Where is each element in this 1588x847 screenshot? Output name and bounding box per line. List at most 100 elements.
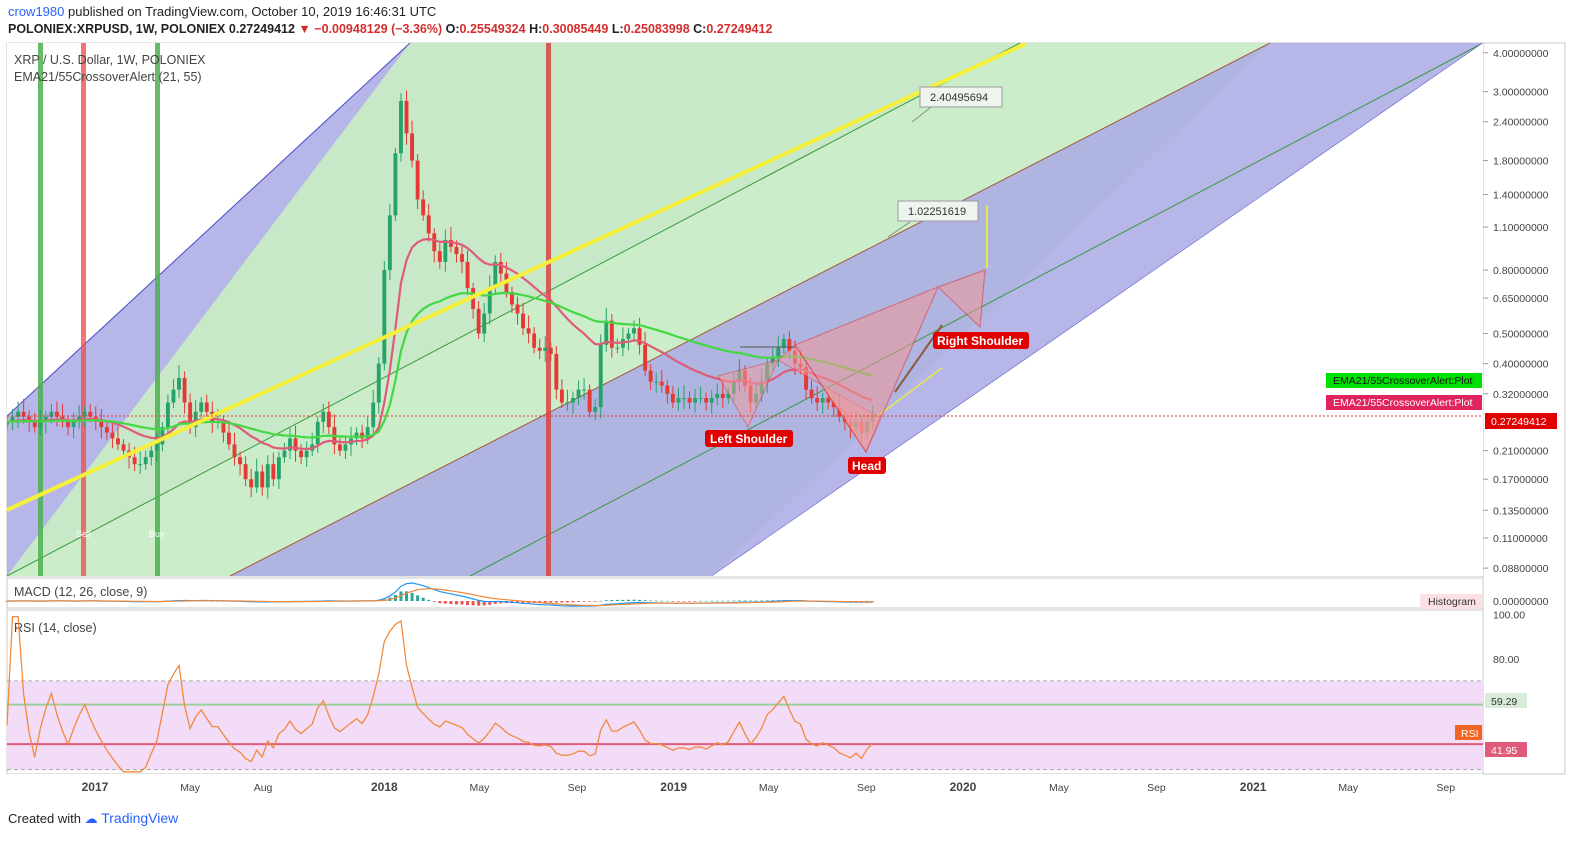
ema55-line <box>7 291 873 439</box>
candle-body <box>526 328 531 334</box>
macd-histogram-bar <box>699 600 703 602</box>
alert-bar-red-2 <box>546 43 551 576</box>
candle-body <box>82 411 87 417</box>
macd-histogram-bar <box>715 600 719 602</box>
macd-histogram-bar <box>432 601 436 602</box>
price-tick: 0.13500000 <box>1493 505 1549 517</box>
candle-body <box>177 377 181 390</box>
footer-created: Created with <box>8 811 81 826</box>
macd-histogram-bar <box>604 600 608 601</box>
price-tick: 0.11000000 <box>1493 533 1548 545</box>
yellow-projection-line <box>874 367 943 419</box>
ema-green-badge <box>1326 373 1482 388</box>
target-callout-2[interactable]: 1.02251619 <box>887 200 979 238</box>
price-tick: 0.17000000 <box>1493 474 1549 486</box>
macd-histogram-bar <box>682 601 686 602</box>
candle-body <box>726 393 731 399</box>
candle-body <box>559 389 564 403</box>
footer-brand[interactable]: TradingView <box>101 810 179 826</box>
channel-median-line <box>229 43 1271 576</box>
candle-body <box>410 133 415 161</box>
macd-series <box>5 582 875 607</box>
candle-body <box>304 450 309 458</box>
candle-body <box>831 402 836 408</box>
candle-body <box>498 261 503 274</box>
candle-body <box>415 160 420 200</box>
candle-body <box>288 438 292 451</box>
macd-histogram-bar <box>765 600 769 602</box>
macd-histogram-bar <box>449 601 453 605</box>
price-tick: 0.80000000 <box>1493 265 1549 277</box>
macd-histogram-bar <box>482 601 486 606</box>
candle-body <box>293 438 298 451</box>
candle-body <box>7 421 9 425</box>
candle-body <box>399 100 403 154</box>
macd-legend[interactable]: MACD (12, 26, close, 9) <box>14 585 147 599</box>
head-text: Head <box>852 459 881 473</box>
symbol-name[interactable]: POLONIEX:XRPUSD, 1W, POLONIEX <box>8 22 226 36</box>
indicator-legend[interactable]: EMA21/55CrossoverAlert (21, 55) <box>14 70 202 84</box>
macd-zero-tick: 0.00000000 <box>1493 596 1549 608</box>
candle-body <box>99 421 104 428</box>
alert-bars: Sell Buy <box>38 43 551 576</box>
current-price: 0.27249412 <box>228 22 295 36</box>
candle-body <box>809 389 814 399</box>
left-shoulder-label[interactable]: Left Shoulder <box>705 430 793 447</box>
chart-title[interactable]: XRP / U.S. Dollar, 1W, POLONIEX <box>14 53 206 67</box>
price-tick: 0.65000000 <box>1493 293 1549 305</box>
candle-body <box>532 333 537 348</box>
candle-body <box>676 398 681 403</box>
macd-histogram-bar <box>710 600 714 602</box>
right-shoulder-label[interactable]: Right Shoulder <box>933 332 1029 349</box>
alert-bar-green-1 <box>38 43 43 576</box>
candle-body <box>781 339 786 348</box>
candle-body <box>704 398 709 403</box>
candle-body <box>815 398 820 403</box>
candle-body <box>249 479 254 488</box>
candle-body <box>460 254 464 262</box>
macd-histogram-bar <box>554 601 558 603</box>
macd-histogram-bar <box>660 600 664 602</box>
close-label: C: <box>693 22 707 36</box>
time-axis[interactable] <box>7 774 1483 800</box>
macd-histogram-bar <box>615 599 619 601</box>
price-tick: 1.40000000 <box>1493 190 1549 202</box>
candle-body <box>565 402 570 404</box>
candle-body <box>271 464 276 480</box>
candle-body <box>393 153 398 216</box>
candle-body <box>265 464 270 488</box>
price-axis[interactable] <box>1482 42 1566 775</box>
histogram-badge-text: Histogram <box>1428 596 1476 608</box>
rsi-legend[interactable]: RSI (14, close) <box>14 621 97 635</box>
macd-histogram-bar <box>588 601 592 602</box>
publish-info: published on TradingView.com, October 10… <box>68 4 437 19</box>
candle-body <box>659 381 664 386</box>
time-tick: 2018 <box>371 780 398 794</box>
macd-histogram-bar <box>565 601 569 603</box>
macd-pane[interactable] <box>6 577 1484 609</box>
candle-body <box>232 444 237 458</box>
candle-body <box>149 450 154 458</box>
publish-header: crow1980 published on TradingView.com, O… <box>8 4 436 19</box>
candle-body <box>598 344 603 408</box>
candle-body <box>376 363 381 403</box>
author-link[interactable]: crow1980 <box>8 4 65 19</box>
candle-body <box>626 333 631 340</box>
macd-histogram-bar <box>754 600 758 602</box>
candle-body <box>282 450 287 458</box>
candle-body <box>682 398 686 400</box>
candle-body <box>576 389 581 399</box>
macd-histogram-bar <box>610 600 614 601</box>
time-tick: May <box>470 782 491 794</box>
candle-body <box>171 389 176 403</box>
ema-red-badge-text: EMA21/55CrossoverAlert:Plot <box>1333 397 1473 409</box>
target-callout-1[interactable]: 2.40495694 <box>911 86 1003 123</box>
macd-histogram-bar <box>621 599 625 601</box>
head-label[interactable]: Head <box>848 457 886 474</box>
candle-body <box>476 308 481 334</box>
macd-histogram-bar <box>671 601 675 602</box>
candle-body <box>609 320 614 348</box>
ema-green-badge-text: EMA21/55CrossoverAlert:Plot <box>1333 375 1473 387</box>
time-tick: Sep <box>857 782 876 794</box>
